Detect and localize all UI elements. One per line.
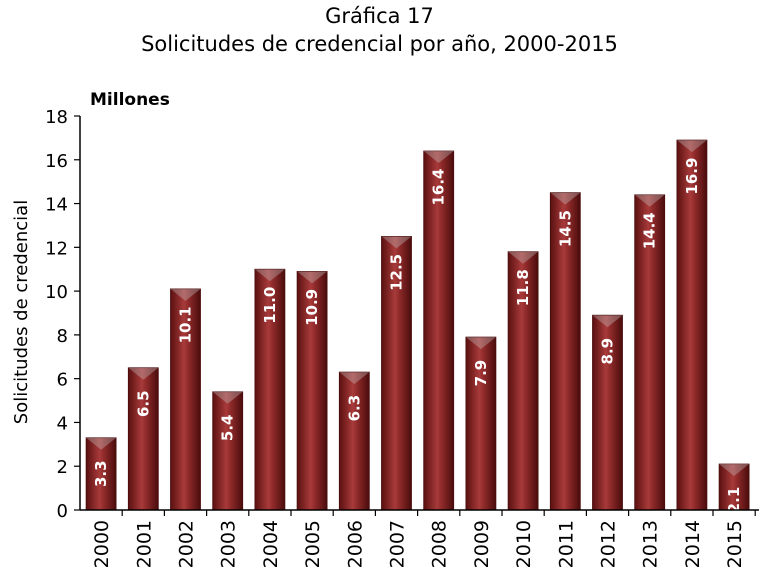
x-tick-label: 2002 (176, 520, 198, 568)
x-axis: 2000 2001 2002 2003 2004 2005 2006 2007 2008 2009… (80, 509, 759, 568)
data-label: 6.5 (134, 390, 152, 417)
y-tick-label: 6 (57, 370, 68, 391)
bar-group: 11.8 (507, 251, 539, 511)
bar (296, 271, 328, 511)
x-tick-label: 2003 (218, 520, 240, 568)
bar-group: 12.5 (381, 235, 412, 511)
y-tick-label: 18 (45, 107, 68, 128)
bar-highlight (128, 367, 159, 380)
bar-group: 2.1 (718, 463, 750, 514)
data-label: 14.4 (641, 212, 659, 249)
x-tick-label: 2007 (387, 520, 409, 568)
y-tick-label: 4 (57, 413, 68, 434)
bar-highlight (676, 140, 707, 153)
y-tick-label: 10 (45, 282, 68, 303)
x-tick-label: 2006 (344, 520, 366, 568)
bar-group: 6.5 (127, 367, 159, 511)
data-label: 16.4 (430, 169, 448, 206)
bar (212, 391, 244, 511)
bar-group: 10.9 (296, 271, 328, 511)
y-tick-label: 14 (45, 195, 68, 216)
data-label: 11.0 (261, 287, 279, 324)
bar-highlight (170, 288, 201, 301)
bar-highlight (254, 269, 285, 282)
bar (634, 194, 666, 511)
data-label: 12.5 (388, 254, 406, 291)
bar (338, 371, 370, 511)
bar-highlight (339, 372, 370, 385)
bar-highlight (381, 236, 412, 249)
bar-group: 14.4 (634, 194, 666, 511)
data-label: 14.5 (556, 210, 574, 247)
bar (127, 367, 159, 511)
y-axis-label: Solicitudes de credencial (11, 200, 32, 424)
x-tick-label: 2012 (598, 520, 620, 568)
bar (85, 437, 117, 511)
data-label: 10.1 (177, 306, 195, 343)
data-label: 2.1 (725, 487, 743, 514)
bar-group: 16.4 (423, 150, 455, 511)
bar (676, 139, 708, 511)
y-tick-label: 16 (45, 151, 68, 172)
bar-group: 8.9 (592, 314, 623, 511)
bar-highlight (719, 464, 750, 477)
data-label: 7.9 (472, 360, 490, 387)
bar-group: 16.9 (676, 139, 708, 511)
x-tick-label: 2014 (682, 520, 704, 568)
x-tick-label: 2008 (429, 520, 451, 568)
y-axis: 0 2 4 6 8 10 12 14 16 18 (45, 107, 81, 522)
bar (170, 288, 201, 511)
bar-highlight (423, 151, 454, 164)
bar (507, 251, 539, 511)
bar (718, 463, 750, 511)
bar-group: 7.9 (465, 336, 497, 511)
y-tick-label: 12 (45, 238, 68, 259)
data-label: 10.9 (303, 289, 321, 326)
x-tick-label: 2015 (724, 520, 746, 568)
chart-title: Gráfica 17 (325, 4, 434, 28)
bar-highlight (297, 271, 328, 284)
x-tick-label: 2013 (640, 520, 662, 568)
x-tick-label: 2009 (471, 520, 493, 568)
bars: 3.3 6.5 10.1 5.4 11.0 10.9 6.3 12.5 16.4 7.9 11.8 1… (85, 139, 750, 514)
bar-highlight (508, 251, 539, 264)
x-tick-label: 2004 (260, 520, 282, 568)
bar-highlight (550, 192, 581, 205)
bar-highlight (212, 391, 243, 404)
bar-group: 10.1 (170, 288, 201, 511)
bar-group: 14.5 (549, 192, 581, 511)
x-tick-label: 2000 (91, 520, 113, 568)
bar-highlight (634, 194, 665, 207)
data-label: 6.3 (345, 395, 363, 422)
y-tick-label: 8 (57, 326, 68, 347)
bar-group: 6.3 (338, 371, 370, 511)
x-tick-label: 2005 (302, 520, 324, 568)
x-tick-label: 2011 (555, 520, 577, 568)
bar-highlight (86, 437, 117, 450)
bar (254, 268, 286, 511)
unit-label: Millones (90, 90, 170, 110)
bar (592, 314, 623, 511)
bar-highlight (465, 337, 496, 350)
data-label: 11.8 (514, 269, 532, 306)
bar-group: 3.3 (85, 437, 117, 511)
bar (549, 192, 581, 511)
bar-group: 5.4 (212, 391, 244, 511)
bar-group: 11.0 (254, 268, 286, 511)
bar (423, 150, 455, 511)
y-tick-label: 0 (57, 501, 68, 522)
bar (381, 235, 412, 511)
x-tick-label: 2001 (133, 520, 155, 568)
data-label: 8.9 (599, 338, 617, 365)
data-label: 3.3 (92, 460, 110, 487)
data-label: 16.9 (683, 158, 701, 195)
bar-highlight (592, 315, 623, 328)
data-label: 5.4 (219, 415, 237, 442)
y-tick-label: 2 (57, 457, 68, 478)
chart-subtitle: Solicitudes de credencial por año, 2000-… (141, 32, 618, 56)
x-tick-label: 2010 (513, 520, 535, 568)
